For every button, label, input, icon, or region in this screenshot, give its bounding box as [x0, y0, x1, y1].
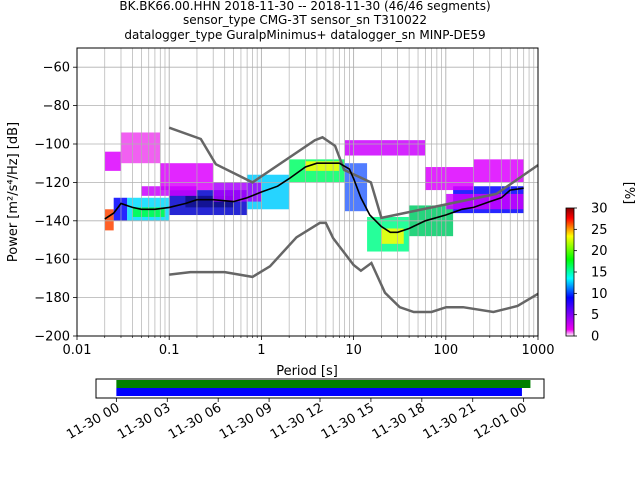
y-tick-label: −160 [34, 253, 70, 268]
x-tick-label: 0.01 [63, 343, 92, 358]
x-tick-label: 1000 [521, 343, 554, 358]
x-tick-label: 0.1 [159, 343, 180, 358]
colorbar-ticks: 0 5 10 15 20 25 30 [574, 202, 608, 345]
y-axis-ticks: −200 −180 −160 −140 −120 −100 −80 −60 [34, 61, 77, 345]
y-tick-label: −80 [43, 99, 70, 114]
data-coverage-bar [116, 380, 531, 388]
title-line-1: BK.BK66.00.HHN 2018-11-30 -- 2018-11-30 … [119, 0, 490, 13]
colorbar-tick-label: 15 [591, 266, 608, 281]
colorbar-tick-label: 5 [591, 308, 599, 323]
heatmap-band-19 [344, 140, 426, 156]
heatmap-band-1 [113, 197, 128, 221]
timeline-tick-label: 11-30 12 [268, 400, 326, 442]
timeline-tick-label: 11-30 06 [166, 400, 224, 442]
y-tick-label: −180 [34, 291, 70, 306]
timeline-tick-label: 11-30 18 [370, 400, 428, 442]
x-tick-label: 1 [257, 343, 265, 358]
colorbar-gradient [565, 207, 575, 337]
heatmap-band-20 [425, 167, 474, 191]
noise-models [168, 126, 539, 314]
plot-frame [76, 47, 539, 337]
timeline-tick-label: 11-30 15 [319, 400, 377, 442]
noise-model-nlnm [169, 221, 539, 314]
mode-curve [104, 162, 524, 234]
timeline-tick-label: 11-30 09 [217, 400, 275, 442]
x-tick-label: 10 [345, 343, 362, 358]
y-tick-label: −140 [34, 214, 70, 229]
colorbar-tick-label: 10 [591, 287, 608, 302]
title-line-2: sensor_type CMG-3T sensor_sn T310022 [183, 13, 427, 27]
heatmap-band-8 [305, 161, 340, 171]
heatmap-band-21 [473, 159, 524, 183]
plot-area: 0.01 0.1 1 10 100 1000 −200 −180 −160 −140 −120 −1… [6, 47, 555, 379]
y-tick-label: −60 [43, 61, 70, 76]
timeline-tick-label: 12-01 00 [472, 400, 530, 442]
x-axis-ticks: 0.01 0.1 1 10 100 1000 [63, 336, 555, 358]
heatmap-band-14 [104, 151, 121, 171]
heatmap-band-16 [160, 163, 214, 191]
colorbar-tick-label: 20 [591, 244, 608, 259]
x-axis-label: Period [s] [276, 364, 338, 379]
psd-coverage-bar [116, 388, 522, 396]
y-tick-label: −100 [34, 138, 70, 153]
heatmap-band-5 [185, 195, 234, 208]
timeline-tick-label: 11-30 00 [64, 400, 122, 442]
y-tick-label: −200 [34, 330, 70, 345]
colorbar-label: [%] [621, 182, 636, 205]
y-tick-label: −120 [34, 176, 70, 191]
heatmap-band-0 [104, 209, 114, 231]
colorbar-tick-label: 25 [591, 223, 608, 238]
colorbar: 0 5 10 15 20 25 30 [%] [565, 182, 636, 345]
timeline-tick-label: 11-30 21 [421, 400, 479, 442]
y-axis-label: Power [m²/s⁴/Hz] [dB] [6, 122, 21, 262]
heatmap-band-18 [213, 182, 262, 202]
colorbar-tick-label: 0 [591, 330, 599, 345]
heatmap-band-15 [120, 132, 161, 164]
title: BK.BK66.00.HHN 2018-11-30 -- 2018-11-30 … [119, 0, 490, 42]
mode-curve-line [104, 162, 524, 234]
noise-model-nhnm [168, 126, 539, 220]
x-tick-label: 100 [433, 343, 458, 358]
timeline-bars [116, 380, 531, 396]
colorbar-tick-label: 30 [591, 202, 608, 217]
timeline-tick-label: 11-30 03 [115, 400, 173, 442]
title-line-3: datalogger_type GuralpMinimus+ datalogge… [124, 28, 485, 42]
heatmap-band-22 [445, 193, 524, 210]
